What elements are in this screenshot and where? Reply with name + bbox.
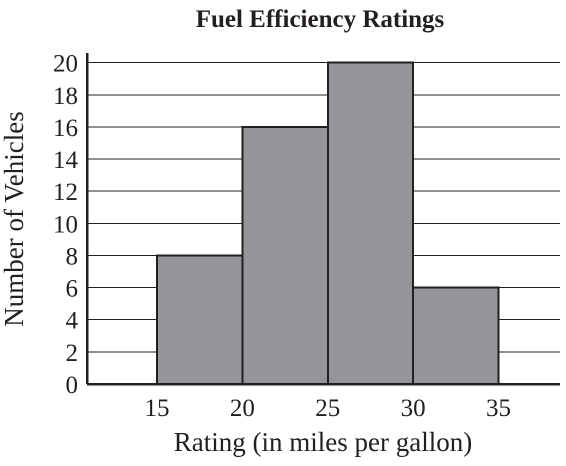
y-tick-label: 14 bbox=[53, 147, 79, 174]
histogram-bar-25-30 bbox=[326, 61, 415, 385]
y-tick-label: 16 bbox=[53, 115, 78, 142]
chart-title: Fuel Efficiency Ratings bbox=[196, 6, 445, 33]
x-tick-label: 35 bbox=[486, 395, 511, 422]
y-tick-label: 6 bbox=[66, 276, 79, 303]
y-tick-label: 2 bbox=[66, 340, 79, 367]
histogram-bar-30-35 bbox=[412, 286, 500, 385]
y-tick-labels: 0 2 4 6 8 10 12 14 16 18 20 bbox=[53, 51, 79, 399]
y-tick-label: 10 bbox=[53, 211, 78, 238]
axes bbox=[85, 53, 560, 386]
histogram-bar-15-20 bbox=[156, 254, 244, 385]
y-tick-label: 12 bbox=[53, 179, 78, 206]
y-tick-label: 20 bbox=[53, 51, 78, 78]
x-axis-title: Rating (in miles per gallon) bbox=[174, 427, 472, 457]
y-tick-label: 4 bbox=[66, 308, 79, 335]
y-tick-label: 8 bbox=[66, 243, 79, 270]
x-tick-label: 15 bbox=[145, 395, 170, 422]
histogram-bar-20-25 bbox=[241, 125, 329, 385]
x-tick-labels: 15 20 25 30 35 bbox=[145, 395, 512, 422]
x-tick-label: 25 bbox=[315, 395, 340, 422]
y-tick-label: 0 bbox=[66, 372, 79, 399]
y-axis-title: Number of Vehicles bbox=[0, 111, 29, 326]
x-tick-label: 20 bbox=[230, 395, 255, 422]
y-tick-label: 18 bbox=[53, 83, 78, 110]
x-tick-label: 30 bbox=[401, 395, 426, 422]
